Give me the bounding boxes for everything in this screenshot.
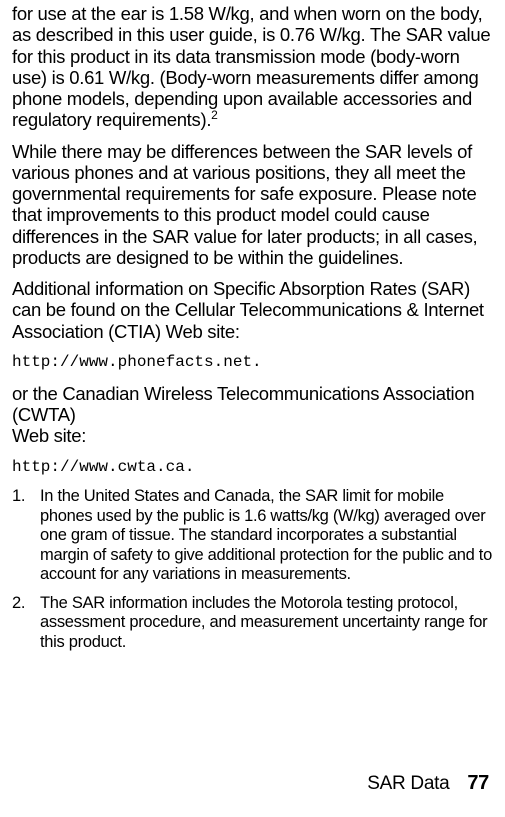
text-line: or the Canadian Wireless Telecommunicati… [12,383,474,425]
paragraph-guidelines: While there may be differences between t… [12,141,493,269]
paragraph-ctia: Additional information on Specific Absor… [12,278,493,342]
footnote-ref: 2 [211,108,217,122]
url-cwta: http://www.cwta.ca. [12,457,493,478]
page-footer: SAR Data 77 [367,772,489,795]
page-number: 77 [467,772,489,794]
footnote-item: In the United States and Canada, the SAR… [12,487,493,584]
paragraph-sar-values: for use at the ear is 1.58 W/kg, and whe… [12,3,493,131]
footnote-item: The SAR information includes the Motorol… [12,594,493,652]
footer-label: SAR Data [367,773,449,794]
text-line: Web site: [12,425,86,446]
sar-value-data: 0.61 [69,67,104,88]
sar-value-body: 0.76 [280,24,315,45]
sar-value-ear: 1.58 [169,3,204,24]
footnote-list: In the United States and Canada, the SAR… [12,487,493,652]
url-phonefacts: http://www.phonefacts.net. [12,352,493,373]
paragraph-cwta: or the Canadian Wireless Telecommunicati… [12,383,493,447]
text-fragment: for use at the ear is [12,3,169,24]
